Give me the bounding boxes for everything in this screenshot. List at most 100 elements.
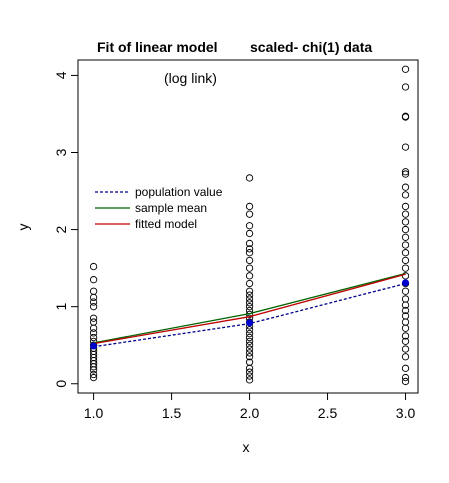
data-point	[401, 241, 410, 249]
data-point	[401, 264, 410, 272]
data-point	[401, 249, 410, 257]
data-point	[245, 272, 254, 280]
data-point	[245, 329, 254, 338]
data-point	[245, 239, 254, 248]
data-point	[401, 332, 410, 340]
legend-entry: sample mean	[135, 201, 207, 215]
y-axis-label: y	[15, 224, 31, 231]
data-point	[245, 291, 254, 299]
data-point	[401, 83, 410, 91]
data-point	[89, 262, 98, 271]
data-point	[245, 364, 254, 372]
y-tick-label: 3	[53, 148, 69, 156]
x-axis: 1.0 1.5 2.0 2.5 3.0	[84, 393, 416, 421]
data-point	[401, 256, 410, 265]
data-point	[401, 353, 410, 361]
data-point	[245, 345, 254, 353]
data-point	[245, 326, 254, 334]
data-point	[401, 377, 410, 386]
data-point	[245, 279, 254, 288]
series-line-fitted-model	[93, 273, 406, 345]
true-mean-marker	[402, 279, 410, 287]
y-tick-label: 4	[53, 71, 69, 79]
legend-entry: population value	[135, 185, 223, 199]
data-point	[89, 298, 98, 306]
data-point	[401, 168, 410, 176]
y-tick-label: 1	[53, 303, 69, 311]
data-point	[245, 264, 254, 272]
data-point	[245, 358, 254, 366]
data-point	[401, 233, 410, 241]
data-point	[245, 295, 254, 303]
true-mean-marker	[90, 342, 98, 350]
data-point	[401, 337, 410, 346]
data-point	[245, 202, 254, 211]
series-line-sample-mean	[93, 272, 406, 344]
data-point	[245, 287, 254, 295]
data-point	[89, 329, 98, 337]
data-point	[401, 112, 410, 120]
chart-title: Fit of linear model scaled- chi(1) data	[97, 39, 372, 55]
data-point	[401, 373, 410, 382]
data-point	[401, 295, 410, 303]
data-point	[89, 373, 98, 382]
data-point	[245, 353, 254, 361]
true-mean-marker	[246, 319, 254, 327]
y-axis: 0 1 2 3 4	[53, 71, 78, 388]
data-point	[89, 276, 98, 284]
data-point	[245, 256, 254, 265]
data-point	[245, 368, 254, 376]
annotation-log-link: (log link)	[164, 70, 217, 86]
data-point	[245, 341, 254, 349]
data-point	[245, 249, 254, 257]
data-point	[401, 324, 410, 332]
data-point	[401, 143, 410, 151]
data-point	[401, 225, 410, 234]
data-point	[89, 318, 98, 326]
data-point	[401, 202, 410, 211]
y-tick-label: 0	[53, 380, 69, 388]
data-point	[401, 287, 410, 295]
data-point	[245, 372, 254, 380]
x-tick-label: 2.0	[240, 405, 260, 421]
data-point	[401, 170, 410, 178]
data-point	[89, 293, 98, 302]
data-point	[89, 314, 98, 322]
x-tick-label: 3.0	[396, 405, 416, 421]
data-point	[89, 333, 98, 342]
data-point	[245, 222, 254, 230]
data-point	[245, 376, 254, 384]
x-tick-label: 1.0	[84, 405, 104, 421]
data-point	[245, 229, 254, 238]
data-point	[89, 370, 98, 379]
legend: population value sample mean fitted model	[95, 185, 223, 231]
x-tick-label: 2.5	[318, 405, 338, 421]
data-point	[401, 306, 410, 315]
data-point	[401, 183, 410, 191]
data-point	[245, 303, 254, 311]
data-point	[245, 174, 254, 182]
title-right: scaled- chi(1) data	[250, 39, 372, 55]
data-point	[89, 324, 98, 332]
x-tick-label: 1.5	[162, 405, 182, 421]
x-axis-label: x	[243, 439, 250, 455]
title-left: Fit of linear model	[97, 39, 218, 55]
data-point	[401, 312, 410, 320]
data-point	[245, 337, 254, 346]
data-point	[401, 65, 410, 73]
data-point	[401, 191, 410, 199]
data-point	[401, 318, 410, 326]
data-point	[89, 303, 98, 311]
data-point	[245, 299, 254, 307]
legend-entry: fitted model	[135, 217, 197, 231]
data-point	[245, 349, 254, 357]
data-point	[245, 333, 254, 342]
data-point	[401, 210, 410, 218]
data-point	[245, 245, 254, 253]
data-point	[401, 345, 410, 353]
data-point	[245, 210, 254, 218]
data-point	[401, 218, 410, 226]
plot-frame	[77, 59, 419, 394]
data-point	[89, 287, 98, 295]
